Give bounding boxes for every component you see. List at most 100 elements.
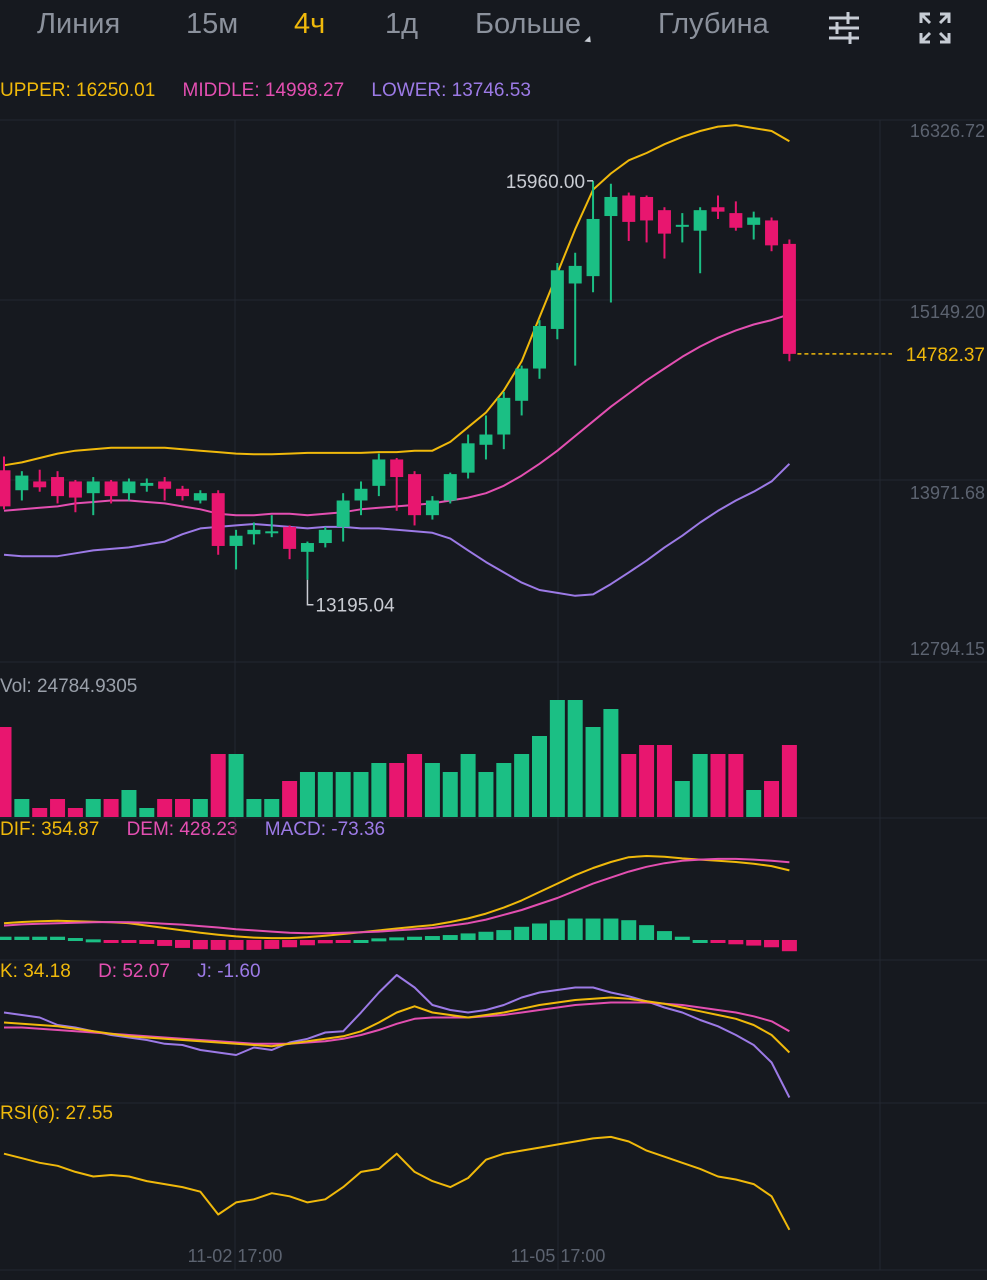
macd-histogram-bar <box>175 940 190 948</box>
macd-histogram-bar <box>621 920 637 940</box>
candle-body <box>461 443 475 473</box>
volume-bar <box>603 709 619 817</box>
volume-bar <box>0 727 12 817</box>
candle-body <box>443 474 457 501</box>
candle-body <box>283 526 297 549</box>
candle-body <box>693 210 707 231</box>
candle-body <box>86 481 100 494</box>
volume-bar <box>549 700 565 817</box>
volume-bar <box>32 808 48 817</box>
volume-bar <box>175 799 190 817</box>
macd-histogram-bar <box>210 940 226 950</box>
dif-label: DIF: 354.87 <box>0 819 100 840</box>
volume-bar <box>585 727 601 817</box>
kdj-j-line <box>3 974 791 1098</box>
volume-bar <box>746 790 762 817</box>
volume-bar <box>639 745 655 817</box>
volume-bar <box>335 772 351 817</box>
candle-body <box>211 493 225 546</box>
tab-more[interactable]: Больше <box>475 8 594 46</box>
lower-label: LOWER: 13746.53 <box>371 80 531 101</box>
macd-histogram-bar <box>103 940 119 943</box>
kdj-legend: K: 34.18 D: 52.07 J: -1.60 <box>0 961 283 983</box>
macd-histogram-bar <box>228 940 244 950</box>
volume-bar <box>674 781 690 817</box>
macd-histogram-bar <box>14 936 30 940</box>
volume-bar <box>781 745 797 817</box>
volume-bar <box>728 754 744 817</box>
volume-bar <box>478 772 494 817</box>
sliders-icon[interactable] <box>826 10 862 46</box>
candle-body <box>193 493 207 501</box>
tab-4h[interactable]: 4ч <box>294 8 326 40</box>
macd-histogram-bar <box>407 936 423 940</box>
macd-histogram-bar <box>567 918 583 940</box>
macd-histogram-bar <box>710 940 726 943</box>
dem-label: DEM: 428.23 <box>126 819 238 840</box>
tab-1d[interactable]: 1д <box>385 8 419 40</box>
macd-label: MACD: -73.36 <box>264 819 386 840</box>
rsi-legend: RSI(6): 27.55 <box>0 1103 113 1124</box>
d-label: D: 52.07 <box>98 961 170 982</box>
volume-bar <box>710 754 726 817</box>
candle-body <box>425 500 439 516</box>
bollinger-lower-line <box>3 463 791 597</box>
tab-line[interactable]: Линия <box>37 8 121 40</box>
bollinger-legend: UPPER: 16250.01 MIDDLE: 14998.27 LOWER: … <box>0 80 553 102</box>
candle-body <box>229 535 243 546</box>
volume-bar <box>67 808 83 817</box>
macd-histogram-bar <box>389 937 405 941</box>
candle-body <box>140 482 154 486</box>
middle-label: MIDDLE: 14998.27 <box>182 80 345 101</box>
timeframe-bar: Линия 15м 4ч 1д Больше Глубина <box>0 0 987 60</box>
macd-histogram-bar <box>67 938 83 942</box>
tab-more-label: Больше <box>475 8 581 40</box>
upper-label: UPPER: 16250.01 <box>0 80 156 101</box>
candle-body <box>408 474 422 516</box>
volume-bar <box>210 754 226 817</box>
volume-bar <box>514 754 530 817</box>
macd-histogram-bar <box>0 936 12 940</box>
volume-bar <box>656 745 672 817</box>
candle-body <box>640 196 654 221</box>
macd-histogram-bar <box>674 936 690 940</box>
volume-legend: Vol: 24784.9305 <box>0 676 138 697</box>
macd-histogram-bar <box>264 940 280 949</box>
macd-histogram-bar <box>157 940 173 946</box>
volume-bar <box>264 799 280 817</box>
volume-bar <box>85 799 101 817</box>
macd-histogram-bar <box>424 936 440 940</box>
volume-bar <box>371 763 387 817</box>
volume-bar <box>192 799 208 817</box>
tab-depth[interactable]: Глубина <box>658 8 769 40</box>
macd-histogram-bar <box>32 936 48 940</box>
macd-histogram-bar <box>692 940 708 943</box>
volume-bar <box>496 763 512 817</box>
macd-histogram-bar <box>514 926 530 940</box>
macd-histogram-bar <box>585 918 601 940</box>
macd-histogram-bar <box>335 940 351 943</box>
j-label: J: -1.60 <box>197 961 261 982</box>
volume-bar <box>228 754 244 817</box>
candle-body <box>15 475 29 491</box>
candle-body <box>104 481 118 497</box>
candle-body <box>176 488 189 497</box>
macd-histogram-bar <box>496 930 512 940</box>
candle-body <box>675 224 689 227</box>
volume-bar <box>299 772 315 817</box>
volume-bar <box>442 772 458 817</box>
macd-histogram-bar <box>139 940 155 944</box>
expand-icon[interactable] <box>917 10 953 46</box>
candle-body <box>550 270 564 329</box>
candle-body <box>497 397 511 435</box>
candle-body <box>68 481 82 498</box>
macd-histogram-bar <box>532 923 547 940</box>
candle-body <box>782 243 796 354</box>
price-tick-label: 13971.68 <box>910 483 985 503</box>
min-marker-line <box>306 579 314 606</box>
max-price-annotation: 15960.00 <box>506 172 585 193</box>
candle-body <box>158 481 172 489</box>
tab-15m[interactable]: 15м <box>186 8 239 40</box>
volume-bar <box>460 754 476 817</box>
